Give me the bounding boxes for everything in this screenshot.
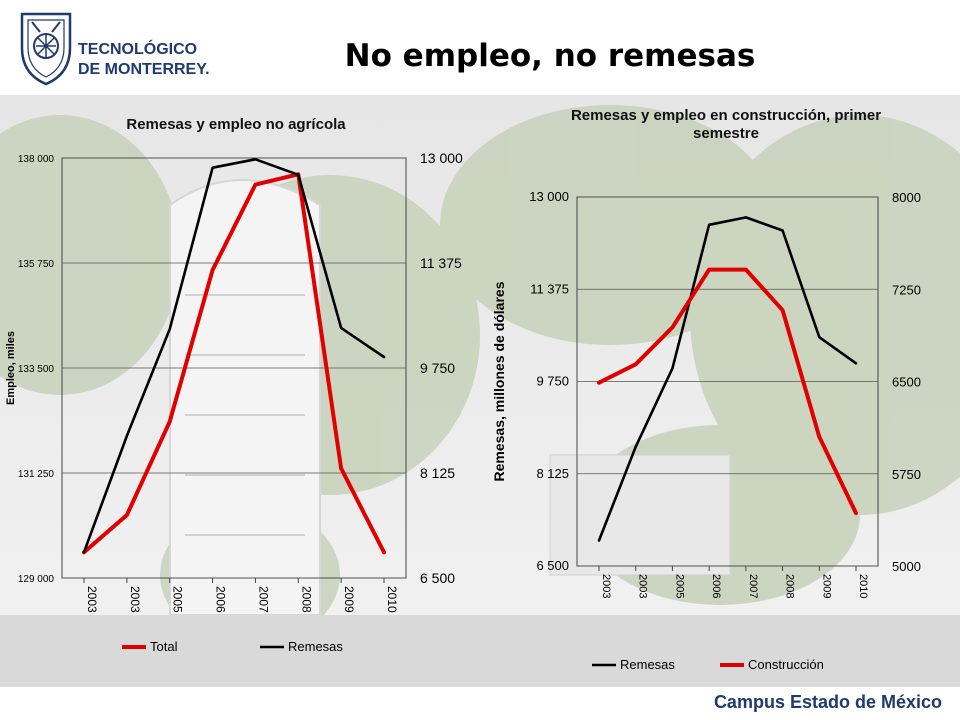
x-tick-label: 2007 [747, 574, 759, 598]
header: TECNOLÓGICO DE MONTERREY. No empleo, no … [0, 0, 960, 95]
tec-logo: TECNOLÓGICO DE MONTERREY. [20, 12, 210, 86]
y-left-tick-label: 8 125 [536, 466, 569, 481]
x-tick-label: 2009 [820, 574, 832, 598]
y-right-tick-label: 7250 [892, 282, 921, 297]
slide-title: No empleo, no remesas [344, 38, 756, 74]
x-tick-label: 2008 [784, 574, 796, 598]
logo-emblem-icon [20, 12, 72, 86]
chart-2-gridlines [576, 196, 879, 567]
x-tick-label: 2007 [256, 586, 270, 613]
x-tick-label: 2003 [85, 586, 99, 613]
x-tick-label: 2009 [342, 586, 356, 613]
y-right-tick-label: 6 500 [420, 570, 455, 586]
y-left-tick-label: 9 750 [536, 374, 569, 389]
chart-2-series [597, 216, 858, 542]
campus-label: Campus Estado de México [713, 692, 942, 712]
x-tick-label: 2010 [385, 586, 399, 613]
x-tick-label: 2005 [673, 574, 685, 598]
legend-label: Remesas [288, 639, 343, 654]
x-tick-label: 2010 [857, 574, 869, 598]
logo-line-1: TECNOLÓGICO [78, 39, 197, 58]
y-right-tick-label: 8 125 [420, 465, 455, 481]
y-left-tick-label: 11 375 [530, 281, 569, 296]
chart-2-title: Remesas y empleo en construcción, primer… [570, 107, 882, 142]
chart-2-tick-labels: 6 500 5000 8 125 5750 9 750 6500 11 375 7250 13 … [491, 189, 921, 598]
chart-1-legend: Total Remesas [122, 639, 343, 654]
campus-background-photo [0, 95, 960, 687]
series-line-total [82, 172, 386, 555]
y-left-tick-label: 135 750 [18, 259, 55, 270]
legend-label: Construcción [748, 657, 824, 672]
chart-2: 6 500 5000 8 125 5750 9 750 6500 11 375 7250 13 … [491, 189, 921, 672]
chart-1: 129 000 6 500 131 250 8 125 133 500 9 750 135 … [5, 150, 463, 654]
series-line-remesas [597, 216, 858, 542]
y-left-tick-label: 133 500 [18, 364, 55, 375]
footer: Campus Estado de México [0, 687, 960, 720]
chart-2-legend: Remesas Construcción [592, 657, 824, 672]
y-axis-label: Remesas, millones de dólares [491, 281, 507, 481]
x-tick-label: 2003 [128, 586, 142, 613]
y-right-tick-label: 5750 [892, 467, 921, 482]
legend-label: Remesas [620, 657, 675, 672]
y-left-tick-label: 13 000 [529, 189, 569, 204]
y-left-tick-label: 131 250 [18, 469, 55, 480]
chart-1-title: Remesas y empleo no agrícola [126, 116, 346, 133]
x-tick-label: 2008 [299, 586, 313, 613]
chart-1-tick-labels: 129 000 6 500 131 250 8 125 133 500 9 750 135 … [5, 150, 463, 613]
y-right-tick-label: 13 000 [420, 150, 463, 166]
x-tick-label: 2006 [214, 586, 228, 613]
chart-1-series [82, 158, 386, 555]
y-right-tick-label: 6500 [892, 375, 921, 390]
x-tick-label: 2005 [171, 586, 185, 613]
x-tick-label: 2003 [600, 574, 612, 598]
y-right-tick-label: 5000 [892, 559, 921, 574]
y-right-tick-label: 11 375 [420, 255, 462, 271]
legend-label: Total [150, 639, 178, 654]
y-left-tick-label: 138 000 [18, 154, 55, 165]
series-line-construcción [597, 267, 858, 516]
logo-line-2: DE MONTERREY. [78, 61, 210, 78]
x-tick-label: 2006 [710, 574, 722, 598]
y-right-tick-label: 9 750 [420, 360, 455, 376]
chart-1-gridlines [61, 157, 407, 579]
series-line-remesas [82, 158, 386, 554]
y-left-tick-label: 129 000 [18, 574, 55, 585]
y-right-tick-label: 8000 [892, 190, 921, 205]
x-tick-label: 2003 [637, 574, 649, 598]
y-left-tick-label: 6 500 [536, 558, 569, 573]
y-axis-label: Empleo, miles [5, 331, 17, 405]
